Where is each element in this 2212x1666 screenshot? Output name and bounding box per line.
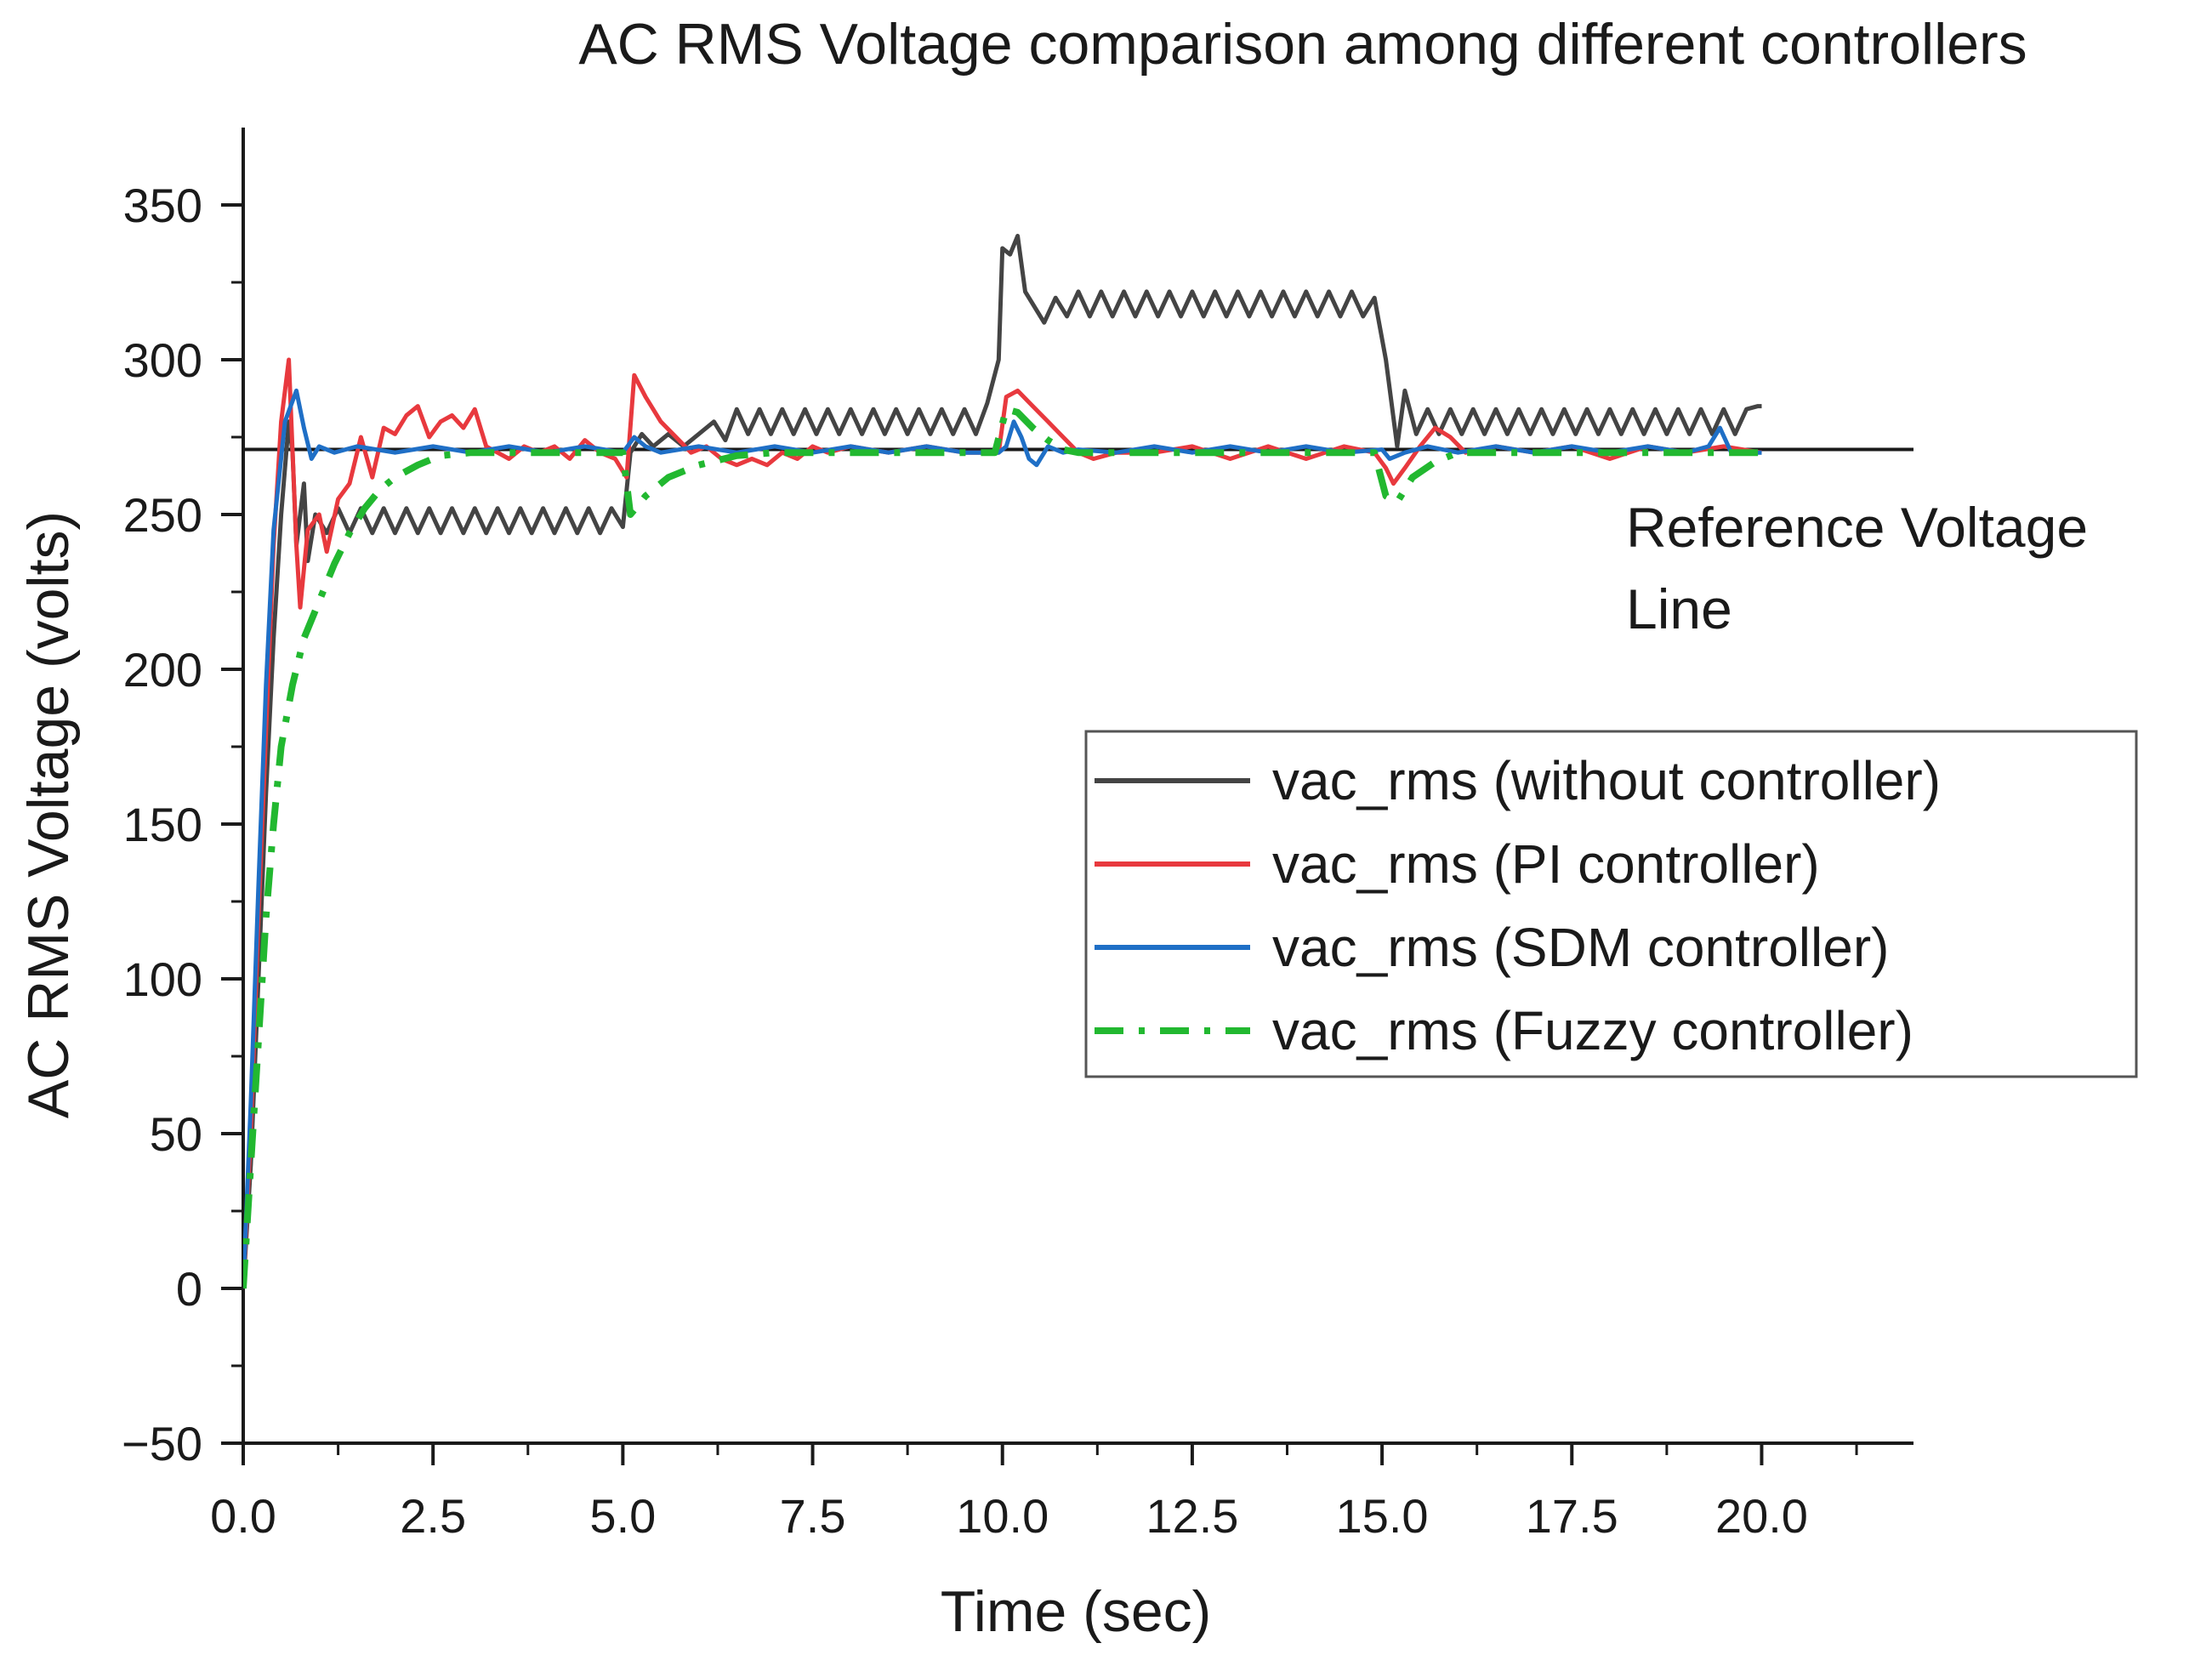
y-tick-label: 150: [123, 798, 202, 851]
y-tick-label: −50: [122, 1417, 202, 1470]
y-tick-label: 50: [150, 1107, 202, 1161]
legend-box: [1084, 730, 2138, 1078]
y-ticks: −50 0 50 100 150 200 250 300 350: [122, 179, 243, 1470]
x-tick-label: 7.5: [780, 1489, 846, 1543]
x-tick-label: 5.0: [589, 1489, 656, 1543]
legend: vac_rms (without controller) vac_rms (PI …: [1084, 730, 2138, 1078]
series-line-3: [243, 406, 1762, 1289]
y-tick-label: 200: [123, 643, 202, 697]
x-tick-label: 0.0: [210, 1489, 276, 1543]
y-tick-label: 100: [123, 952, 202, 1006]
y-tick-label: 0: [176, 1262, 202, 1316]
legend-label-2: vac_rms (SDM controller): [1272, 917, 1889, 978]
legend-label-0: vac_rms (without controller): [1272, 750, 1941, 811]
legend-label-1: vac_rms (PI controller): [1272, 833, 1820, 895]
chart-title: AC RMS Voltage comparison among differen…: [578, 12, 2027, 77]
legend-label-3: vac_rms (Fuzzy controller): [1272, 1000, 1913, 1061]
y-axis-title: AC RMS Voltage (volts): [16, 511, 81, 1118]
x-ticks: 0.0 2.5 5.0 7.5 10.0 12.5 15.0 17.5 20.0: [210, 1443, 1858, 1543]
series-line-0: [243, 233, 1762, 1289]
x-tick-label: 2.5: [400, 1489, 466, 1543]
reference-label-line1: Reference Voltage: [1626, 496, 2088, 559]
x-tick-label: 17.5: [1526, 1489, 1618, 1543]
x-axis-title: Time (sec): [941, 1579, 1212, 1644]
reference-label-line2: Line: [1626, 577, 1732, 640]
y-tick-label: 300: [123, 333, 202, 387]
y-tick-label: 250: [123, 488, 202, 542]
x-tick-label: 10.0: [956, 1489, 1049, 1543]
x-tick-label: 12.5: [1146, 1489, 1238, 1543]
series-line-2: [243, 388, 1762, 1289]
x-tick-label: 20.0: [1715, 1489, 1808, 1543]
x-tick-label: 15.0: [1336, 1489, 1429, 1543]
y-tick-label: 350: [123, 179, 202, 232]
